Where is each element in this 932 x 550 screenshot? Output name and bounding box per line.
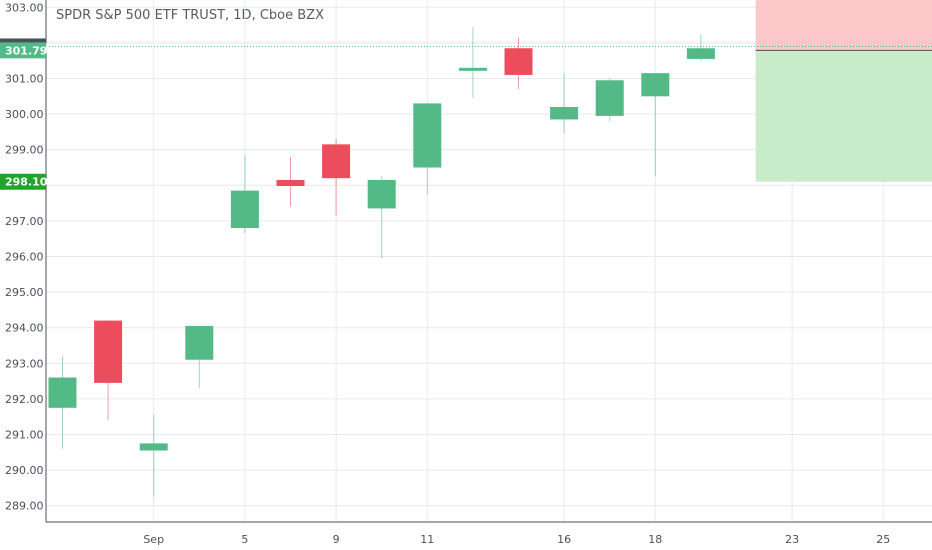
x-tick-label: 18 [648, 533, 662, 546]
x-tick-label: 16 [557, 533, 571, 546]
candle-body[interactable] [322, 144, 351, 179]
y-tick-label: 296.00 [5, 251, 44, 264]
y-tick-label: 294.00 [5, 322, 44, 335]
y-tick-label: 299.00 [5, 144, 44, 157]
x-tick-label: 23 [785, 533, 799, 546]
candle-body[interactable] [595, 80, 624, 116]
entry-price-tag: 301.79 [5, 44, 47, 57]
x-tick-label: 9 [333, 533, 340, 546]
candle-body[interactable] [458, 67, 487, 71]
axes-layer: 289.00 290.00 291.00 292.00 293.00 294.00 295.… [5, 0, 932, 546]
candle-body[interactable] [641, 73, 670, 97]
candle-body[interactable] [504, 48, 533, 75]
candle-body[interactable] [230, 190, 259, 229]
candle-body[interactable] [48, 377, 77, 408]
x-tick-label: 25 [876, 533, 890, 546]
candle-body[interactable] [185, 325, 214, 360]
chart-title: SPDR S&P 500 ETF TRUST, 1D, Cboe BZX [56, 8, 324, 23]
y-tick-label: 291.00 [5, 429, 44, 442]
position-zones [46, 0, 932, 182]
y-tick-label: 295.00 [5, 286, 44, 299]
take-profit-zone[interactable] [755, 50, 932, 182]
candle-body[interactable] [550, 106, 579, 120]
candle-body[interactable] [367, 179, 396, 209]
y-tick-label: 300.00 [5, 108, 44, 121]
y-tick-label: 290.00 [5, 464, 44, 477]
y-tick-label: 292.00 [5, 393, 44, 406]
target-price-tag-bg [0, 173, 46, 190]
y-tick-label: 301.00 [5, 73, 44, 86]
candle-body[interactable] [686, 48, 715, 59]
y-tick-label: 289.00 [5, 500, 44, 513]
candle-body[interactable] [139, 443, 168, 451]
y-tick-label: 293.00 [5, 357, 44, 370]
stop-loss-zone[interactable] [755, 0, 932, 51]
candle-body[interactable] [276, 179, 305, 187]
y-tick-label: 297.00 [5, 215, 44, 228]
x-tick-label: Sep [143, 533, 164, 546]
target-price-tag: 298.10 [5, 176, 48, 189]
entry-price-tag-bg [0, 42, 46, 59]
candle-body[interactable] [413, 103, 442, 168]
candles-layer [48, 26, 715, 497]
y-tick-label: 303.00 [5, 1, 44, 14]
x-tick-label: 5 [241, 533, 248, 546]
candle-body[interactable] [94, 320, 123, 383]
x-tick-label: 11 [420, 533, 434, 546]
